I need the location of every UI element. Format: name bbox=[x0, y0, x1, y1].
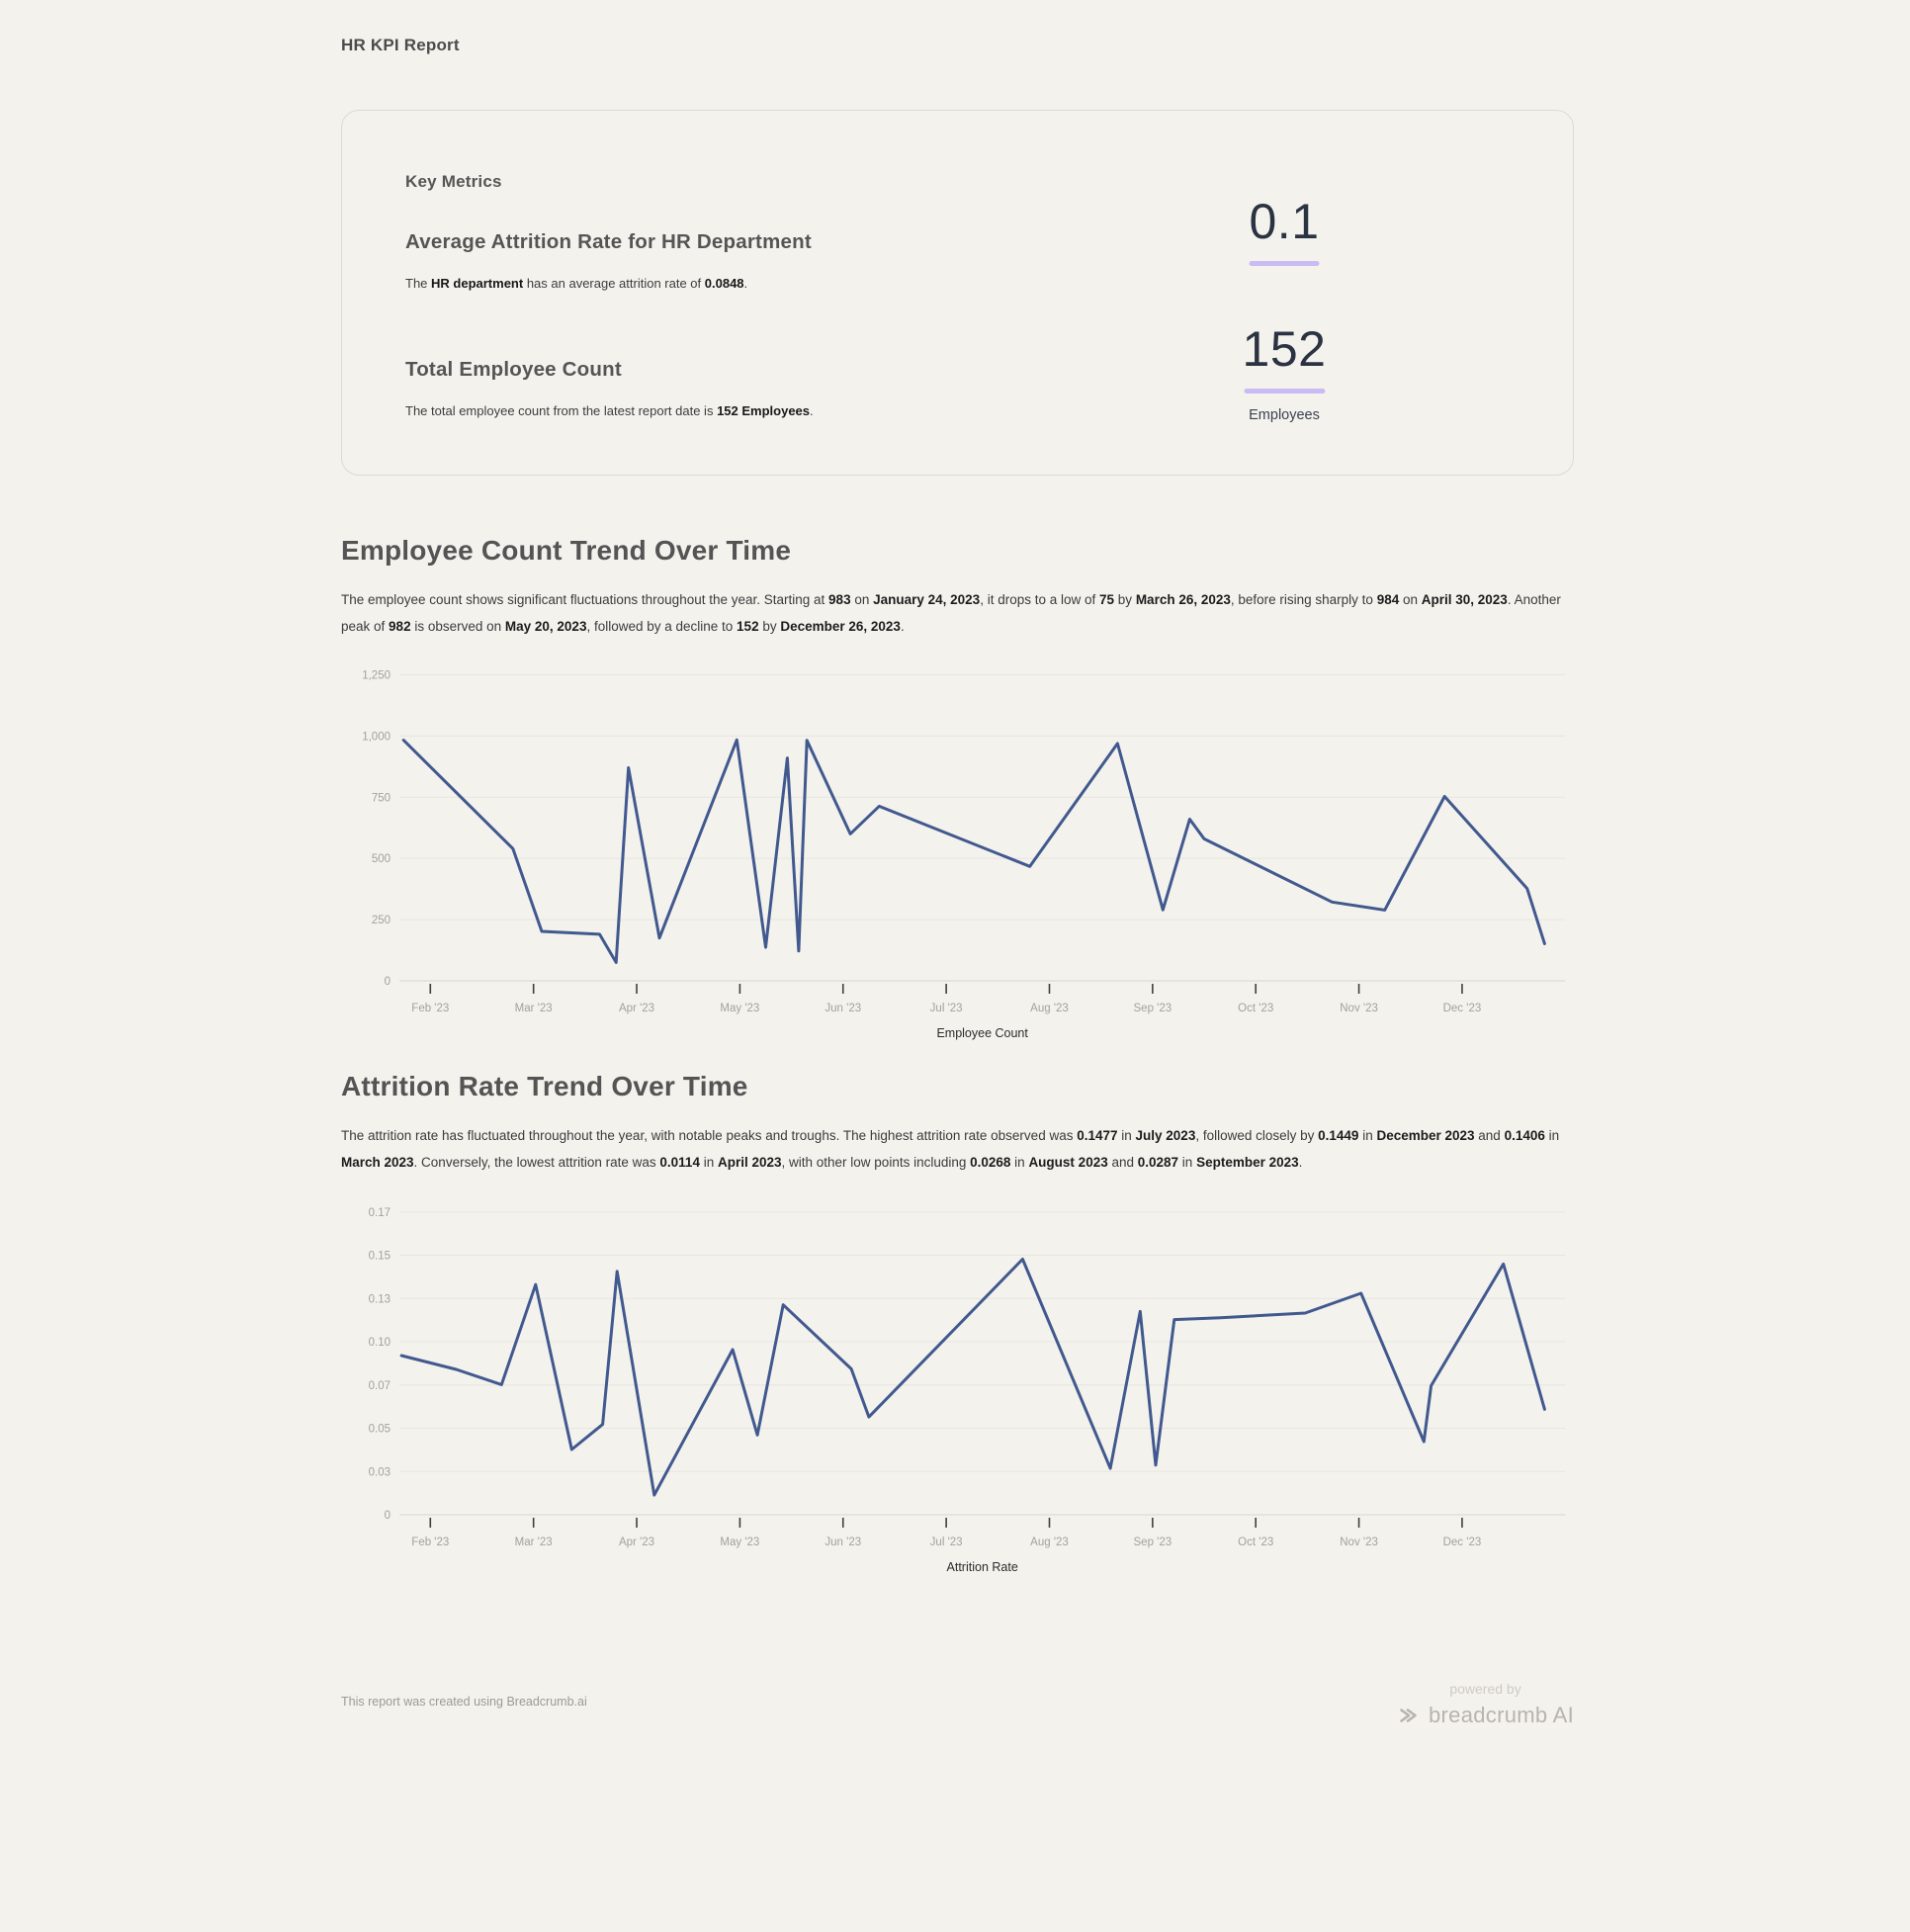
trend-line bbox=[401, 738, 1546, 964]
metric-text-employee-count: Total Employee Count The total employee … bbox=[405, 355, 1510, 421]
y-axis-tick-label: 0.05 bbox=[369, 1424, 391, 1436]
metric-row-attrition-rate: Average Attrition Rate for HR Department… bbox=[405, 197, 1510, 294]
employee-count-line-chart: 0 250 500 750 1,000 1,250 Feb '23 Mar '23 Apr '2… bbox=[341, 667, 1574, 1043]
y-axis-tick-label: 0.07 bbox=[369, 1380, 391, 1392]
metric-row-employee-count: Total Employee Count The total employee … bbox=[405, 324, 1510, 423]
y-axis-tick-label: 750 bbox=[372, 792, 391, 804]
x-axis-tick-label: Feb '23 bbox=[411, 1003, 449, 1014]
trend-line bbox=[399, 1258, 1546, 1497]
x-axis-tick-label: Aug '23 bbox=[1030, 1537, 1069, 1548]
breadcrumb-brand-text: breadcrumb AI bbox=[1429, 1703, 1574, 1727]
chart-caption: Employee Count bbox=[936, 1026, 1028, 1040]
metric-accent-underline bbox=[1244, 389, 1325, 394]
metric-description-employee-count: The total employee count from the latest… bbox=[405, 403, 814, 418]
footer-created-with-text: This report was created using Breadcrumb… bbox=[341, 1695, 587, 1709]
section-paragraph-employee-count-trend: The employee count shows significant flu… bbox=[341, 592, 1561, 634]
x-axis-tick-label: Apr '23 bbox=[619, 1003, 654, 1014]
x-axis-tick-label: Mar '23 bbox=[515, 1003, 553, 1014]
metric-text-attrition: Average Attrition Rate for HR Department… bbox=[405, 227, 1510, 294]
y-axis-tick-label: 0 bbox=[385, 976, 391, 988]
x-axis-tick-label: Oct '23 bbox=[1238, 1537, 1273, 1548]
section-heading-employee-count-trend: Employee Count Trend Over Time bbox=[341, 535, 792, 566]
x-axis-tick-label: May '23 bbox=[720, 1537, 759, 1548]
report-content: HR KPI Report Key Metrics Average Attrit… bbox=[341, 0, 1574, 1728]
page-title: HR KPI Report bbox=[341, 36, 460, 54]
breadcrumb-logo-icon bbox=[1400, 1709, 1417, 1722]
x-axis-tick-label: Nov '23 bbox=[1340, 1003, 1378, 1014]
x-axis-tick-label: Nov '23 bbox=[1340, 1537, 1378, 1548]
metric-value-block-attrition: 0.1 bbox=[1249, 194, 1320, 266]
x-axis-tick-label: Dec '23 bbox=[1443, 1003, 1482, 1014]
metric-accent-underline bbox=[1249, 261, 1320, 266]
section-heading-attrition-rate-trend: Attrition Rate Trend Over Time bbox=[341, 1071, 748, 1101]
breadcrumb-brand-link[interactable]: breadcrumb AI bbox=[1397, 1703, 1574, 1728]
report-footer: This report was created using Breadcrumb… bbox=[341, 1681, 1574, 1728]
y-axis-tick-label: 0.03 bbox=[369, 1466, 391, 1478]
attrition-rate-line-chart: 0 0.03 0.05 0.07 0.10 0.13 0.15 0.17 Feb '23 Mar … bbox=[341, 1203, 1574, 1579]
y-axis-tick-label: 500 bbox=[372, 853, 391, 865]
key-metrics-card: Key Metrics Average Attrition Rate for H… bbox=[341, 110, 1574, 476]
metric-value-employee-count: 152 bbox=[1242, 321, 1327, 377]
section-paragraph-attrition-rate-trend: The attrition rate has fluctuated throug… bbox=[341, 1128, 1560, 1170]
y-axis-tick-label: 0.15 bbox=[369, 1251, 391, 1263]
y-axis-tick-label: 1,000 bbox=[362, 731, 391, 743]
x-axis-tick-label: Jul '23 bbox=[930, 1003, 963, 1014]
metric-value-attrition: 0.1 bbox=[1249, 194, 1320, 249]
y-axis-tick-label: 0 bbox=[385, 1510, 391, 1522]
x-axis-tick-label: Jul '23 bbox=[930, 1537, 963, 1548]
footer-brand-block: powered by breadcrumb AI bbox=[1397, 1681, 1574, 1728]
x-axis-tick-label: Dec '23 bbox=[1443, 1537, 1482, 1548]
x-axis-tick-label: Oct '23 bbox=[1238, 1003, 1273, 1014]
y-axis-tick-label: 1,250 bbox=[362, 669, 391, 681]
metric-description-attrition: The HR department has an average attriti… bbox=[405, 276, 748, 291]
metric-title-attrition: Average Attrition Rate for HR Department bbox=[405, 230, 812, 253]
x-axis-tick-label: Sep '23 bbox=[1134, 1537, 1172, 1548]
y-axis-tick-label: 0.13 bbox=[369, 1293, 391, 1305]
key-metrics-heading: Key Metrics bbox=[405, 172, 502, 191]
x-axis-tick-label: Sep '23 bbox=[1134, 1003, 1172, 1014]
x-axis-tick-label: Mar '23 bbox=[515, 1537, 553, 1548]
x-axis-tick-label: Aug '23 bbox=[1030, 1003, 1069, 1014]
x-axis-tick-label: Feb '23 bbox=[411, 1537, 449, 1548]
x-axis-tick-label: Apr '23 bbox=[619, 1537, 654, 1548]
chart-svg: 0 250 500 750 1,000 1,250 Feb '23 Mar '23 Apr '2… bbox=[362, 669, 1566, 1040]
x-axis-tick-label: Jun '23 bbox=[825, 1003, 861, 1014]
y-axis-tick-label: 0.10 bbox=[369, 1337, 391, 1349]
metric-title-employee-count: Total Employee Count bbox=[405, 358, 622, 381]
chart-caption: Attrition Rate bbox=[947, 1560, 1018, 1574]
y-axis-tick-label: 250 bbox=[372, 915, 391, 926]
y-axis-tick-label: 0.17 bbox=[369, 1207, 391, 1219]
x-axis-tick-label: May '23 bbox=[720, 1003, 759, 1014]
metric-value-block-employee-count: 152 Employees bbox=[1242, 321, 1327, 423]
x-axis-tick-label: Jun '23 bbox=[825, 1537, 861, 1548]
chart-svg: 0 0.03 0.05 0.07 0.10 0.13 0.15 0.17 Feb '23 Mar … bbox=[369, 1207, 1566, 1574]
metric-value-caption: Employees bbox=[1249, 406, 1320, 423]
powered-by-label: powered by bbox=[1449, 1681, 1521, 1697]
